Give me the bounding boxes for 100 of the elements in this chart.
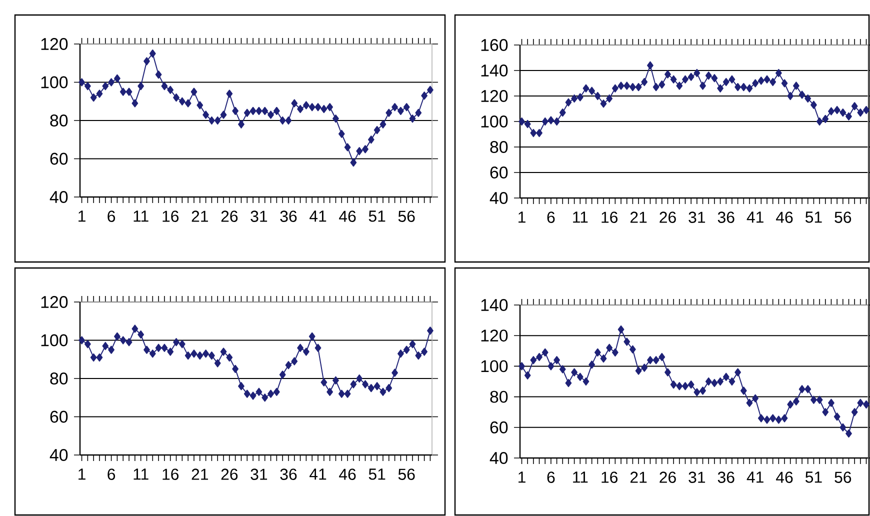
point [320,104,328,114]
x-tick-label: 56 [834,212,852,223]
point [344,390,351,398]
point [828,107,834,116]
x-tick-label: 6 [108,468,116,480]
x-tick-label: 11 [134,468,148,480]
point [700,82,706,90]
point [840,108,846,117]
point [764,416,770,424]
point [624,338,630,346]
point [635,366,642,375]
point [641,364,648,372]
x-tick-label: 36 [280,210,297,222]
point [392,103,398,112]
point [398,350,404,358]
x-tick-label: 1 [78,468,86,480]
point [244,390,250,398]
x-tick-label: 56 [834,472,852,483]
point [728,377,736,386]
point [846,429,852,438]
point [409,340,416,348]
x-tick-label: 41 [310,468,326,480]
x-tick-label: 31 [688,212,706,223]
x-tick-label: 36 [718,212,734,223]
point [740,82,747,92]
point [332,114,339,123]
point [262,106,268,116]
point [582,377,590,386]
point [576,93,584,102]
point [403,103,410,112]
x-tick-label: 6 [108,210,116,222]
point [576,372,584,381]
point [694,68,700,78]
point [542,117,548,126]
point [828,398,834,408]
x-tick-label: 1 [518,472,526,483]
point [250,106,256,116]
point [184,351,192,360]
x-tick-label: 31 [688,472,706,483]
point [297,344,304,352]
point [427,326,434,335]
x-tick-label: 16 [162,468,179,480]
point [810,100,817,110]
point [834,106,840,114]
y-tick-label: 40 [50,449,68,461]
point [161,344,168,352]
point [676,82,683,90]
point [279,116,286,125]
point [208,351,215,360]
x-tick-label: 46 [776,472,793,483]
point [565,378,572,388]
point [114,74,120,83]
x-tick-label: 16 [602,212,618,223]
x-tick-label: 31 [250,468,268,480]
point [857,108,864,117]
point [658,80,666,89]
point [559,365,566,374]
point [368,136,374,144]
point [291,357,298,366]
x-tick-label: 26 [221,468,238,480]
point [285,116,292,125]
point [120,88,126,96]
point [138,330,144,339]
point [386,108,392,117]
y-tick-label: 120 [481,90,508,102]
point [84,340,91,348]
point [326,388,334,396]
point [571,368,578,376]
point [700,386,706,395]
point [132,99,138,108]
point [338,390,345,398]
x-tick-label: 11 [134,210,148,222]
point [664,70,671,78]
point [214,116,221,125]
point [421,92,428,100]
point [238,120,244,128]
y-tick-label: 80 [490,141,508,153]
point [664,368,671,376]
y-tick-label: 100 [481,360,508,372]
point [190,88,198,96]
point [588,86,596,95]
y-tick-label: 40 [490,192,508,204]
y-tick-label: 120 [41,296,68,308]
point [380,388,386,396]
x-tick-label: 21 [630,472,647,483]
point [787,92,794,100]
point [804,94,812,103]
point [138,82,144,90]
point [863,106,870,114]
y-tick-label: 160 [481,39,508,51]
x-tick-label: 56 [398,210,415,222]
point [196,101,204,110]
point [220,348,227,356]
point [682,382,688,390]
point [554,117,560,126]
x-tick-label: 6 [547,472,555,483]
point [688,72,694,81]
point [670,75,677,84]
point [338,130,345,138]
point [350,380,357,388]
